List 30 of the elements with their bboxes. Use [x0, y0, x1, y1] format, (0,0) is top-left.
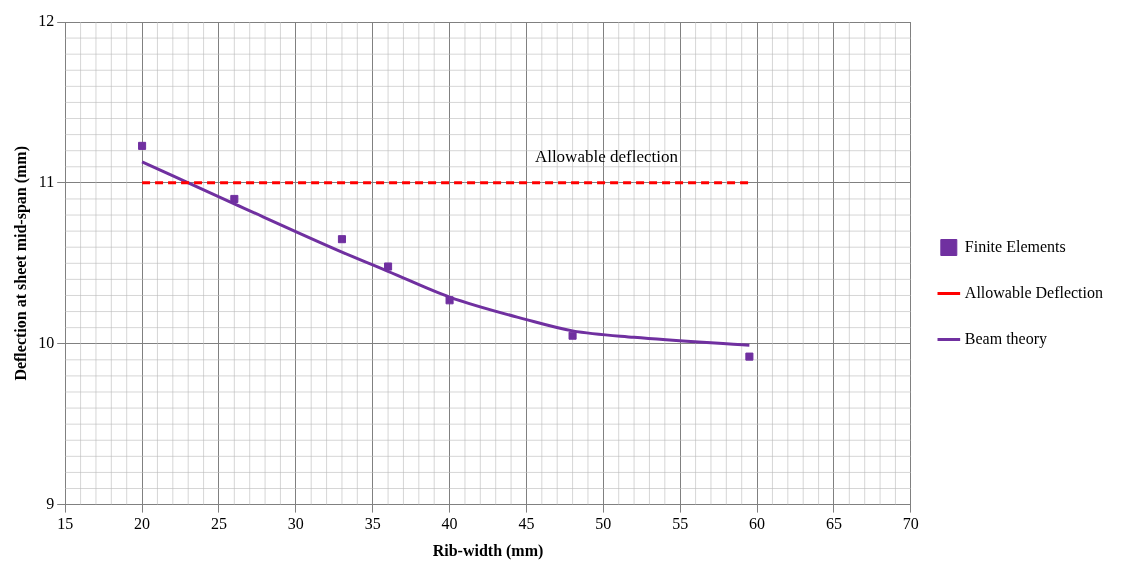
point	[745, 352, 754, 361]
annotation: Allowable deflection	[534, 146, 679, 166]
y-tick-label: 12	[38, 12, 55, 30]
legend-label: Finite Elements	[964, 237, 1066, 255]
y-tick-label: 11	[38, 173, 55, 191]
x-tick-label: 30	[287, 515, 304, 533]
point	[384, 262, 393, 271]
point	[337, 235, 346, 244]
x-tick-label: 45	[518, 515, 535, 533]
x-tick-label: 60	[749, 515, 766, 533]
line-series	[140, 160, 751, 347]
point	[230, 194, 239, 203]
x-tick-label: 40	[441, 515, 458, 533]
x-tick-label: 15	[57, 515, 74, 533]
point	[445, 296, 454, 305]
x-axis-title: Rib-width (mm)	[432, 541, 544, 560]
point	[138, 141, 147, 150]
y-axis-title: Deflection at sheet mid-span (mm)	[11, 145, 30, 381]
legend-label: Beam theory	[964, 329, 1048, 348]
x-tick-label: 70	[902, 515, 919, 533]
x-tick-label: 50	[595, 515, 612, 533]
legend-label: Allowable Deflection	[964, 283, 1103, 301]
y-tick-label: 9	[46, 494, 55, 512]
x-tick-label: 65	[825, 515, 842, 533]
x-tick-label: 20	[134, 515, 151, 533]
point	[568, 331, 577, 340]
x-tick-label: 55	[672, 515, 689, 533]
x-tick-label: 25	[210, 515, 227, 533]
y-tick-label: 10	[38, 333, 55, 351]
x-tick-label: 35	[364, 515, 381, 533]
